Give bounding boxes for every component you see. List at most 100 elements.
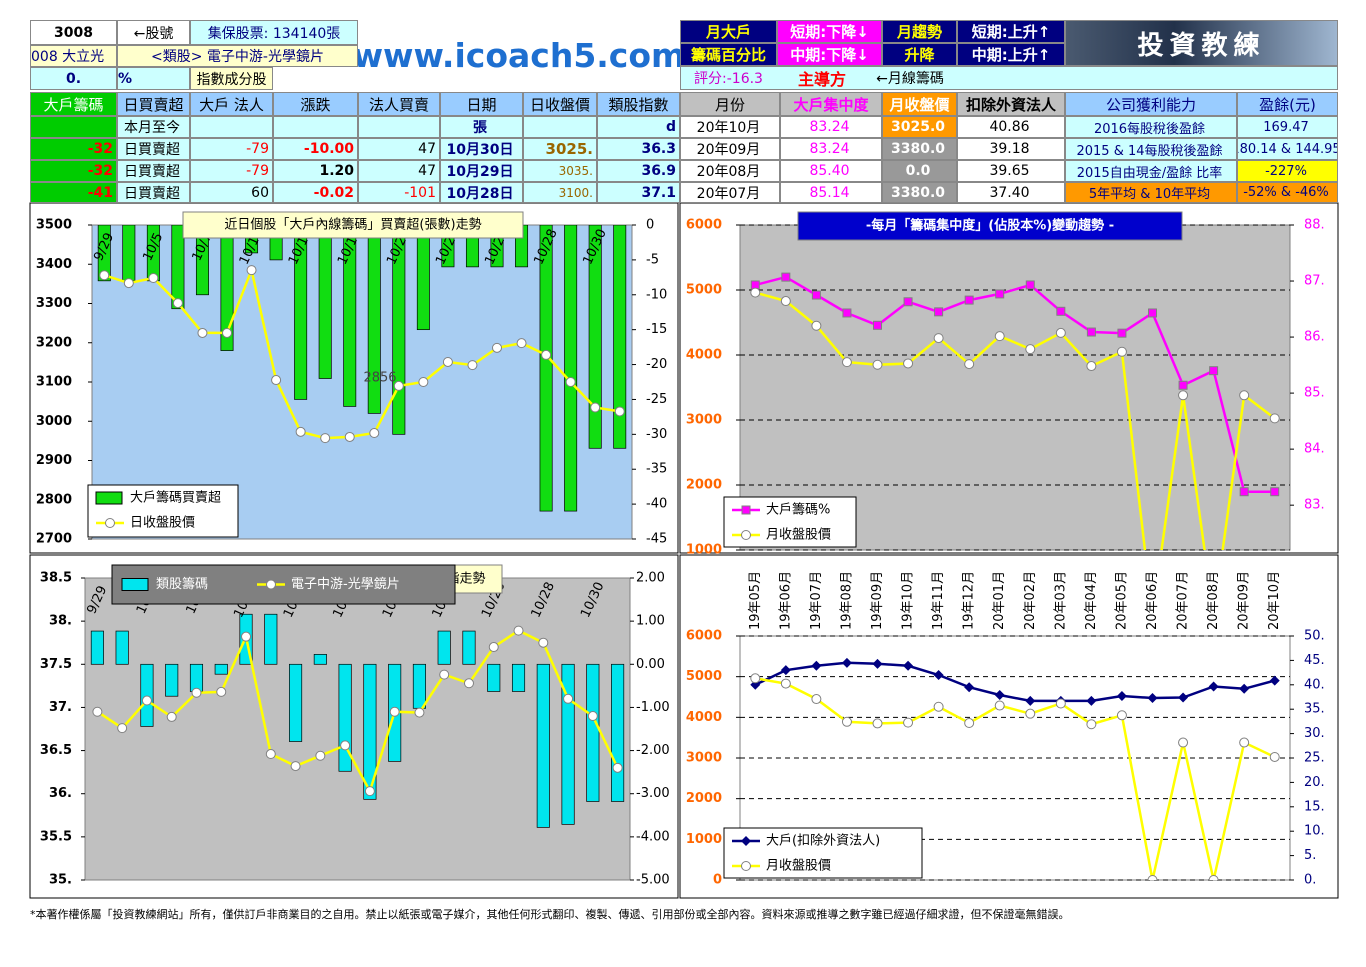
x-tick-label: 20年08月 [1206,571,1221,630]
marker [172,298,183,309]
table-cell: 本月至今 [117,116,190,138]
y-tick-label: 6000 [686,629,722,644]
y-tick-label: 6000 [686,218,722,233]
marker [393,380,404,391]
table-cell: 10月28日 [440,182,523,203]
marker [1269,675,1280,686]
table-cell: 2016每股稅後盈餘 [1065,116,1237,138]
marker [516,338,527,349]
stock-code: 3008 [30,20,117,45]
legend-label: 大戶(扣除外資法人) [766,834,880,849]
table-cell: d [597,116,680,138]
monthly-chip: ←月線籌碼 [876,71,944,87]
y2-tick-label: -45 [646,532,667,547]
table-cell: 大戶籌碼 [30,92,117,116]
table-cell: 20年07月 [680,182,780,203]
legend-label: 日收盤股價 [130,516,195,531]
marker [295,426,306,437]
y2-tick-label: -10 [646,287,667,302]
y-tick-label: 35.5 [40,829,72,844]
plot [90,613,625,828]
marker [933,701,944,712]
y-tick-label: 5000 [686,283,722,298]
marker [166,711,177,722]
bar [586,663,600,802]
marker [340,740,351,751]
plot [750,657,1280,880]
table-cell: 盈餘(元) [1237,92,1338,116]
bar [412,663,426,709]
table-cell: 36.9 [597,160,680,182]
y2-tick-label: 10. [1304,824,1325,839]
y2-tick-label: 83. [1304,498,1325,513]
marker [513,625,524,636]
x-tick-label: 19年09月 [870,571,885,630]
y-tick-label: 3000 [686,751,722,766]
marker [442,356,453,367]
y-tick-label: 2700 [36,532,72,547]
table-cell: 169.47 [1237,116,1338,138]
marker [191,687,202,698]
bar [189,663,204,692]
marker [1086,719,1097,730]
y-tick-label: 3300 [36,296,72,311]
y2-tick-label: 5. [1304,848,1316,863]
marker [414,707,425,718]
x-tick-label: 19年06月 [778,571,793,630]
y2-tick-label: 0 [646,218,654,233]
table-cell: 日買賣超 [117,92,190,116]
legend-label: 大戶籌碼% [766,503,830,518]
table-cell: 39.18 [957,138,1065,160]
marker [1056,306,1066,316]
bar [122,225,136,282]
marker [492,342,502,353]
x-tick-label: 20年05月 [1114,571,1129,630]
table-cell: 扣除外資法人 [957,92,1065,116]
trend: 月趨勢 [882,20,957,43]
marker [964,295,974,305]
marker [1239,683,1250,694]
marker [1239,390,1250,401]
title-box [797,211,1183,241]
table-cell: 漲跌 [273,92,358,116]
marker [1025,344,1036,355]
table-cell: 83.24 [780,116,882,138]
marker [1178,737,1189,748]
table-cell: -0.02 [273,182,358,203]
bar [416,225,430,331]
y-tick-label: 37. [49,700,72,715]
y-tick-label: 36.5 [40,743,72,758]
y-tick-label: 4000 [686,348,722,363]
bar [367,225,381,414]
code-hint: ←股號 [117,20,190,45]
leader: 主導方 [797,70,846,89]
y2-tick-label: -30 [646,427,667,442]
x-tick-label: 19年12月 [962,571,977,630]
bar [588,225,602,449]
marker [903,660,914,671]
y-tick-label: 5000 [686,669,722,684]
y-tick-label: 2000 [686,791,722,806]
marker [934,307,944,317]
ratio: 0. [30,67,117,90]
y2-tick-label: -5 [646,252,659,267]
table-cell: 83.24 [780,138,882,160]
y-tick-label: 2800 [36,492,72,507]
marker [1209,366,1219,376]
table-cell: -52% & -46% [1237,182,1338,203]
score: 評分:-16.3 [694,71,763,87]
stock-name: 008 大立光 [30,45,117,67]
table-cell: 2015 & 14每股稅後盈餘 [1065,138,1237,160]
bar [97,225,111,282]
marker [389,706,400,717]
y-tick-label: 2000 [686,478,722,493]
marker [1178,692,1189,703]
marker [1025,708,1036,719]
y-tick-label: 2900 [36,453,72,468]
legend-label: 類股籌碼 [156,577,208,592]
x-tick-label: 20年07月 [1176,571,1191,630]
marker [842,308,852,318]
y-tick-label: 3000 [36,414,72,429]
marker [841,716,852,727]
